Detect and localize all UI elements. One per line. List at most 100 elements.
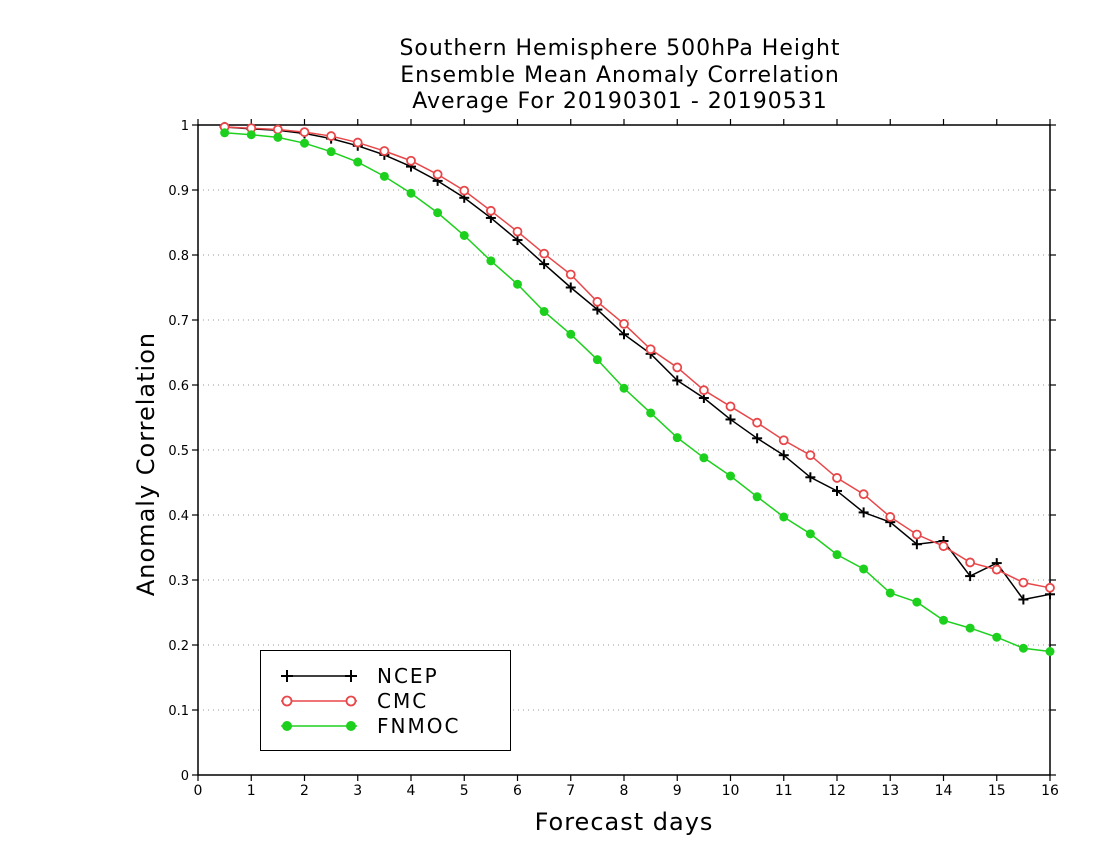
data-point-fnmoc (592, 355, 602, 365)
data-point-fnmoc (832, 550, 842, 560)
data-point-fnmoc (379, 171, 389, 181)
data-point-fnmoc (965, 623, 975, 633)
data-point-fnmoc (726, 471, 735, 481)
data-point-fnmoc (566, 329, 576, 339)
data-point-cmc (885, 512, 896, 522)
data-point-cmc (645, 344, 656, 355)
x-tick-label: 8 (620, 783, 629, 799)
data-point-cmc (406, 155, 416, 166)
data-point-cmc (619, 318, 629, 329)
data-point-cmc (512, 226, 523, 237)
data-point-cmc (592, 296, 603, 307)
data-point-ncep (539, 259, 550, 270)
x-tick-label: 12 (828, 783, 846, 799)
data-point-cmc (326, 131, 337, 141)
data-point-cmc (805, 450, 816, 461)
data-point-cmc (272, 124, 283, 135)
y-tick-label: 0.9 (168, 184, 189, 199)
x-tick-label: 0 (194, 783, 203, 799)
data-point-fnmoc (672, 433, 682, 443)
x-tick-label: 3 (353, 783, 362, 799)
x-tick-label: 14 (935, 783, 953, 799)
chart-title-line-3: Average For 20190301 - 20190531 (412, 89, 828, 114)
data-point-cmc (459, 185, 470, 196)
legend-item-fnmoc: FNMOC (261, 713, 510, 739)
data-point-cmc (991, 564, 1002, 575)
data-point-ncep (965, 571, 976, 582)
data-point-cmc (299, 127, 310, 138)
data-point-cmc (1018, 577, 1029, 588)
y-tick-label: 1 (181, 119, 189, 134)
data-point-ncep (565, 282, 576, 293)
data-point-fnmoc (912, 597, 922, 607)
data-point-ncep (619, 329, 629, 340)
legend: NCEP CMC FNMOC (260, 650, 511, 751)
y-tick-label: 0.5 (168, 444, 189, 459)
data-point-cmc (565, 269, 576, 280)
data-point-fnmoc (326, 147, 336, 157)
legend-label-fnmoc: FNMOC (377, 714, 461, 738)
y-tick-label: 0.4 (168, 509, 189, 524)
legend-label-cmc: CMC (377, 689, 429, 713)
data-point-fnmoc (885, 588, 895, 598)
data-point-cmc (965, 557, 976, 568)
data-point-fnmoc (220, 128, 230, 138)
data-point-ncep (752, 433, 763, 444)
data-point-fnmoc (805, 529, 815, 539)
data-point-fnmoc (859, 564, 869, 574)
data-point-fnmoc (513, 279, 522, 289)
chart-title-line-2: Ensemble Mean Anomaly Correlation (400, 63, 840, 88)
data-point-fnmoc (646, 408, 656, 418)
data-point-ncep (512, 235, 523, 246)
y-tick-label: 0.6 (168, 379, 189, 394)
data-point-cmc (698, 385, 709, 396)
y-tick-label: 0.3 (168, 574, 189, 589)
data-point-ncep (805, 472, 816, 483)
data-point-cmc (858, 489, 869, 500)
data-point-fnmoc (539, 307, 549, 317)
legend-sample-fnmoc (281, 721, 357, 731)
legend-sample-cmc (281, 695, 357, 707)
legend-item-cmc: CMC (261, 688, 510, 714)
data-point-ncep (858, 507, 869, 518)
data-point-cmc (352, 137, 363, 148)
data-point-ncep (832, 485, 842, 496)
x-tick-label: 4 (407, 783, 416, 799)
legend-item-ncep: NCEP (261, 663, 510, 689)
series-line-cmc (224, 126, 1051, 589)
y-tick-label: 0.1 (168, 704, 189, 719)
data-point-cmc (938, 541, 949, 552)
data-point-cmc (672, 362, 683, 373)
x-tick-label: 2 (300, 783, 309, 799)
data-point-fnmoc (699, 453, 709, 463)
y-tick-label: 0.8 (168, 249, 189, 264)
x-tick-label: 9 (673, 783, 682, 799)
x-tick-label: 5 (460, 783, 469, 799)
data-point-cmc (911, 529, 922, 540)
data-point-fnmoc (406, 188, 416, 198)
y-tick-label: 0 (181, 769, 189, 784)
data-point-fnmoc (273, 132, 283, 142)
chart-title-line-1: Southern Hemisphere 500hPa Height (399, 36, 841, 61)
data-point-fnmoc (246, 130, 256, 140)
data-point-fnmoc (752, 492, 762, 502)
data-point-fnmoc (300, 138, 309, 148)
data-point-fnmoc (939, 615, 948, 625)
x-tick-label: 11 (775, 783, 793, 799)
data-point-fnmoc (1045, 647, 1055, 656)
data-point-fnmoc (353, 157, 363, 167)
x-tick-label: 15 (988, 783, 1006, 799)
x-tick-label: 13 (881, 783, 899, 799)
data-point-fnmoc (433, 208, 443, 218)
y-tick-label: 0.2 (168, 639, 189, 654)
x-tick-label: 16 (1041, 783, 1059, 799)
legend-sample-ncep (281, 670, 357, 682)
data-point-fnmoc (992, 632, 1002, 642)
x-tick-label: 6 (513, 783, 522, 799)
data-point-ncep (778, 450, 789, 461)
data-point-fnmoc (1018, 643, 1028, 653)
data-point-cmc (832, 473, 842, 483)
data-point-cmc (432, 169, 443, 180)
data-point-ncep (725, 414, 736, 425)
